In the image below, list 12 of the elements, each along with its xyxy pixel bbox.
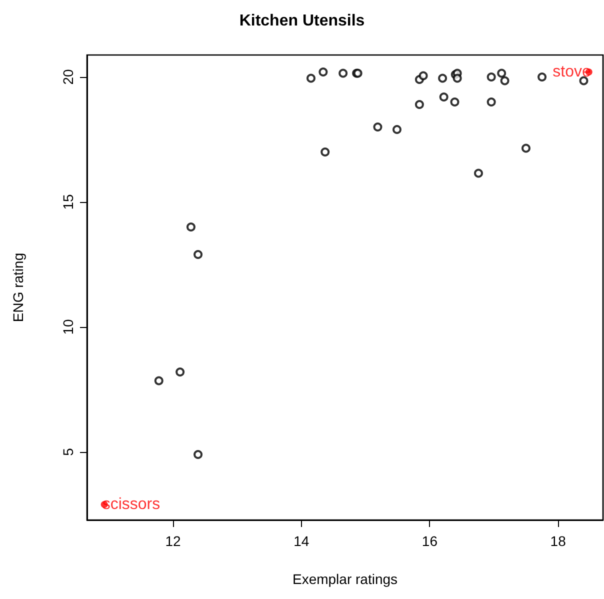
x-tick-label: 14 <box>294 533 310 549</box>
y-tick-label: 10 <box>60 319 76 335</box>
x-tick-label: 12 <box>165 533 181 549</box>
y-tick-label: 5 <box>60 448 76 456</box>
annotation: scissors <box>102 496 160 513</box>
x-tick-label: 16 <box>422 533 438 549</box>
chart-title: Kitchen Utensils <box>239 12 365 30</box>
x-axis-title: Exemplar ratings <box>292 571 398 587</box>
x-tick-label: 18 <box>550 533 566 549</box>
y-tick-label: 20 <box>60 69 76 85</box>
y-axis-title: ENG rating <box>10 252 26 322</box>
y-tick-label: 15 <box>60 194 76 210</box>
